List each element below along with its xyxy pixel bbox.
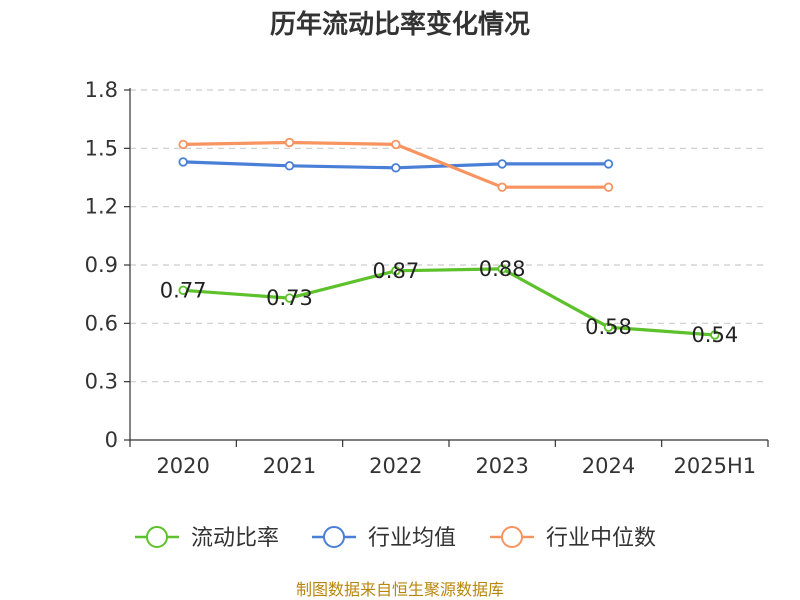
x-tick-label: 2021 [263, 454, 316, 478]
data-point[interactable] [178, 285, 188, 295]
data-point[interactable] [603, 322, 614, 332]
y-tick-label: 0.9 [85, 253, 118, 277]
series-line-0 [183, 267, 715, 337]
data-labels: 0.77 0.73 0.87 0.88 0.58 0.54 [160, 257, 738, 347]
x-tick-label: 2023 [475, 454, 528, 478]
legend-item-1[interactable]: 行业均值 [312, 526, 456, 551]
data-point[interactable] [497, 159, 507, 169]
data-point[interactable] [284, 137, 295, 148]
chart-title: 历年流动比率变化情况 [270, 9, 530, 40]
legend-label: 行业中位数 [546, 526, 656, 551]
y-tick-label: 1.5 [85, 136, 118, 160]
y-tick-label: 0.3 [85, 370, 118, 394]
x-tick-label: 2020 [156, 454, 209, 478]
data-point[interactable] [391, 266, 401, 276]
y-tick-label: 1.2 [85, 195, 118, 219]
grid-lines [130, 89, 768, 383]
data-point[interactable] [391, 163, 401, 173]
legend[interactable]: 流动比率 行业均值 行业中位数 [135, 526, 656, 551]
data-point[interactable] [497, 264, 507, 274]
data-point[interactable] [391, 139, 401, 150]
data-point[interactable] [603, 159, 614, 169]
source-note: 制图数据来自恒生聚源数据库 [296, 580, 504, 599]
legend-label: 行业均值 [368, 526, 456, 551]
legend-swatch-marker [501, 526, 523, 548]
series-layer [178, 137, 720, 340]
data-point[interactable] [497, 182, 507, 192]
y-tick-label: 1.8 [85, 78, 118, 102]
data-point[interactable] [284, 161, 295, 171]
x-tick-label: 2025H1 [674, 454, 757, 478]
y-tick-label: 0.6 [85, 311, 118, 335]
data-label: 0.88 [479, 257, 526, 281]
legend-item-2[interactable]: 行业中位数 [490, 526, 656, 551]
data-point[interactable] [178, 157, 188, 167]
x-tick-label: 2024 [582, 454, 635, 478]
axes: 0 0.3 0.6 0.9 1.2 1.5 1.8 2020 2021 2022 2023 2024 2… [85, 78, 769, 478]
data-label: 0.77 [160, 278, 207, 302]
data-label: 0.87 [372, 259, 419, 283]
x-tick-label: 2022 [369, 454, 422, 478]
data-point[interactable] [603, 182, 614, 192]
legend-swatch-marker [146, 526, 168, 548]
legend-item-0[interactable]: 流动比率 [135, 526, 279, 551]
y-tick-label: 0 [105, 428, 118, 452]
legend-label: 流动比率 [191, 526, 279, 551]
data-label: 0.73 [266, 286, 313, 310]
data-label: 0.54 [691, 323, 738, 347]
data-point[interactable] [178, 139, 188, 150]
legend-swatch-marker [323, 526, 345, 548]
data-point[interactable] [284, 293, 295, 303]
data-label: 0.58 [585, 315, 632, 339]
data-point[interactable] [710, 330, 720, 340]
